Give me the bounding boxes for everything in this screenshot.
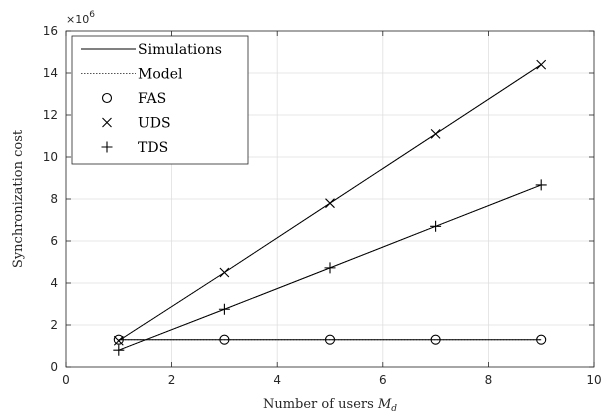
y-tick-label: 10 xyxy=(43,150,58,164)
uds-point xyxy=(113,335,124,346)
x-tick-label: 4 xyxy=(273,373,281,387)
ticks: 0 2 4 6 8 10 0 2 4 6 8 10 12 14 16 xyxy=(43,24,602,387)
tds-point xyxy=(535,179,547,191)
legend-marker-tds xyxy=(101,141,113,153)
fas-point xyxy=(219,334,230,345)
y-axis-label: Synchronization cost xyxy=(11,129,26,268)
fas-point xyxy=(536,334,547,345)
legend-label-uds: UDS xyxy=(138,116,171,132)
y-tick-label: 14 xyxy=(43,66,58,80)
x-axis-label-text: Number of users xyxy=(263,397,374,412)
tds-point xyxy=(324,262,336,274)
fas-point xyxy=(324,334,336,345)
fas-point xyxy=(430,334,441,345)
series-uds xyxy=(113,59,547,346)
legend: Simulations Model FAS UDS TDS xyxy=(71,35,249,165)
x-tick-label: 6 xyxy=(379,373,387,387)
legend-label-fas: FAS xyxy=(138,91,166,107)
uds-point xyxy=(325,198,335,209)
legend-label-tds: TDS xyxy=(138,140,168,156)
y-tick-label: 8 xyxy=(50,192,58,206)
x-axis-label: Number of users Md xyxy=(263,397,397,414)
series-fas xyxy=(113,334,547,345)
y-tick-label: 16 xyxy=(43,24,58,38)
series-group xyxy=(113,59,547,356)
legend-marker-fas xyxy=(101,92,113,104)
series-tds xyxy=(113,179,547,356)
legend-label-simulations: Simulations xyxy=(138,42,222,58)
x-tick-label: 2 xyxy=(168,373,176,387)
tds-point xyxy=(430,220,442,232)
uds-point xyxy=(219,267,230,278)
x-axis-label-subscript: d xyxy=(391,404,397,414)
y-tick-label: 12 xyxy=(43,108,58,122)
y-tick-label: 6 xyxy=(50,234,58,248)
tds-point xyxy=(113,344,125,356)
uds-point xyxy=(536,59,547,70)
y-tick-label: 0 xyxy=(50,360,58,374)
uds-point xyxy=(430,129,441,139)
x-tick-label: 8 xyxy=(485,373,493,387)
x-tick-label: 10 xyxy=(586,373,601,387)
x-axis-label-variable: M xyxy=(377,397,392,412)
x-tick-label: 0 xyxy=(62,373,70,387)
y-tick-label: 2 xyxy=(50,318,58,332)
legend-marker-uds xyxy=(102,117,112,128)
legend-label-model: Model xyxy=(138,67,183,83)
fas-point xyxy=(113,334,124,345)
tds-point xyxy=(218,303,230,315)
y-tick-label: 4 xyxy=(50,276,58,290)
legend-box xyxy=(71,35,249,165)
y-exponent-label: ×106 xyxy=(66,10,95,26)
